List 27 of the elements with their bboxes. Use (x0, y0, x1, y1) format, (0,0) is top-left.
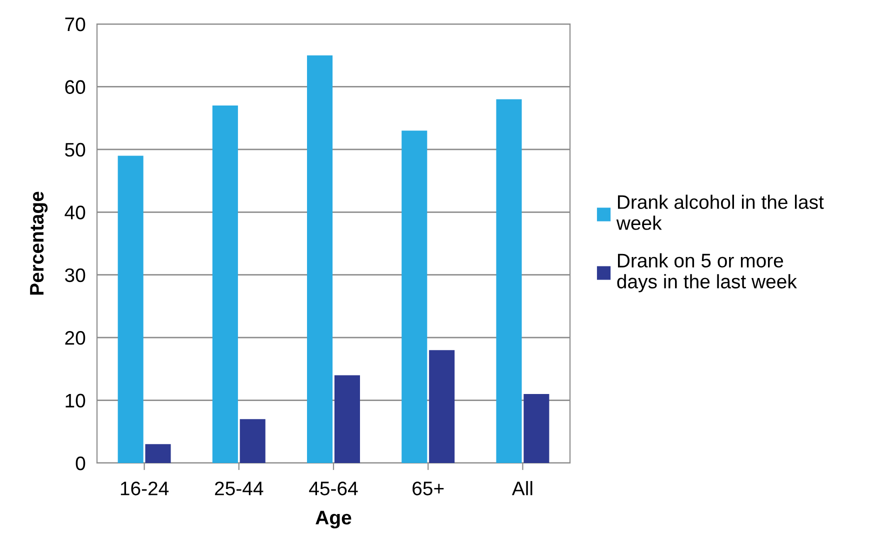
legend-label: Drank alcohol in the last week (616, 194, 824, 230)
x-tick-label: All (512, 481, 532, 496)
bar (496, 99, 522, 463)
legend-label: Drank on 5 or more days in the last week (617, 253, 797, 292)
y-tick-label: 70 (65, 17, 86, 32)
y-tick-label: 40 (64, 206, 86, 220)
bar (307, 55, 333, 463)
y-axis-title: Percentage (30, 192, 48, 295)
x-tick-label: 25-44 (215, 482, 264, 496)
x-tick-label: 65+ (412, 482, 444, 496)
bar (145, 444, 171, 463)
y-tick-label: 60 (65, 80, 86, 94)
bar (240, 419, 266, 463)
bar (212, 106, 238, 463)
y-tick-label: 50 (65, 142, 86, 157)
bar (334, 375, 360, 463)
x-tick-label: 16-24 (120, 482, 169, 496)
x-axis-title: Age (316, 510, 352, 528)
bar (524, 394, 550, 463)
bar (402, 130, 428, 463)
bar (118, 156, 144, 463)
y-tick-label: 20 (65, 331, 86, 345)
x-tick-label: 45-64 (309, 482, 358, 496)
y-tick-label: 0 (76, 456, 86, 470)
y-tick-label: 30 (65, 268, 86, 282)
bar (429, 350, 455, 463)
y-tick-label: 10 (66, 394, 86, 408)
